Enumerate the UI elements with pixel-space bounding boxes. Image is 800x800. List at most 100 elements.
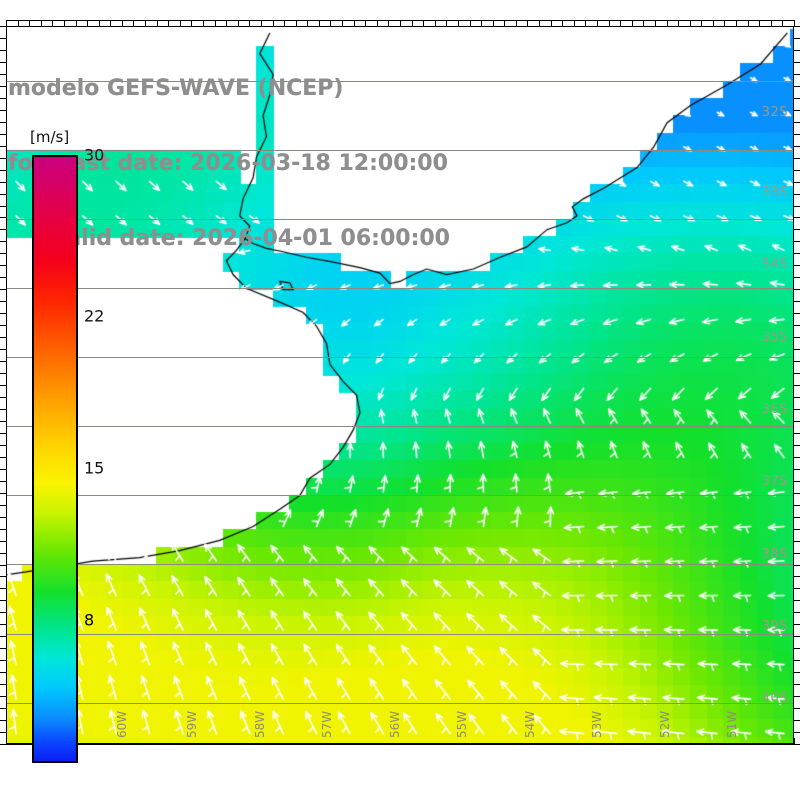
title-model-line: modelo GEFS-WAVE (NCEP): [8, 76, 344, 101]
axis-tick: [793, 253, 800, 255]
axis-tick: [793, 648, 800, 650]
axis-tick: [793, 361, 800, 363]
axis-tick: [793, 684, 800, 686]
longitude-label: 59W: [185, 710, 199, 738]
longitude-label: 60W: [115, 710, 129, 738]
axis-tick: [226, 20, 228, 27]
axis-tick: [156, 20, 158, 27]
axis-tick: [0, 349, 7, 351]
axis-tick: [0, 696, 7, 698]
axis-tick: [550, 20, 552, 27]
axis-tick: [0, 26, 7, 27]
axis-tick: [631, 20, 633, 27]
axis-tick: [793, 696, 800, 698]
latitude-label: 32S: [761, 105, 788, 120]
axis-tick: [75, 20, 77, 27]
axis-tick: [0, 385, 7, 386]
axis-tick: [0, 516, 7, 518]
longitude-label: 52W: [658, 710, 672, 738]
axis-tick: [793, 732, 800, 734]
axis-tick: [0, 109, 7, 111]
axis-tick: [608, 20, 610, 27]
axis-tick: [0, 492, 7, 494]
axis-tick: [793, 432, 800, 434]
axis-tick: [793, 241, 800, 243]
axis-tick: [793, 396, 800, 398]
axis-tick: [793, 636, 800, 638]
axis-tick: [0, 456, 7, 458]
axis-tick: [712, 20, 714, 27]
graticule-parallel: [6, 426, 794, 427]
axis-tick: [793, 373, 800, 375]
axis-tick: [52, 20, 54, 27]
axis-tick: [585, 20, 587, 27]
graticule-parallel: [6, 219, 794, 220]
axis-tick: [0, 277, 7, 279]
axis-tick: [527, 20, 529, 27]
title-valid-date-line: valid date: 2026-04-01 06:00:00: [52, 226, 450, 251]
axis-tick: [29, 20, 31, 27]
axis-tick: [0, 624, 7, 626]
axis-tick: [0, 576, 7, 578]
latitude-label: 39S: [761, 619, 788, 634]
axis-tick: [793, 672, 800, 674]
latitude-label: 35S: [761, 330, 788, 345]
axis-tick: [284, 20, 286, 27]
axis-tick: [446, 20, 448, 27]
axis-tick: [666, 20, 668, 27]
axis-tick: [0, 97, 7, 99]
latitude-label: 38S: [761, 547, 788, 562]
axis-tick: [539, 20, 541, 27]
axis-tick: [0, 636, 7, 638]
axis-tick: [793, 277, 800, 279]
axis-tick: [272, 20, 274, 27]
longitude-label: 58W: [253, 710, 267, 738]
axis-tick: [793, 37, 800, 39]
axis-tick: [0, 313, 7, 315]
axis-tick: [0, 468, 7, 470]
axis-tick: [793, 516, 800, 518]
graticule-parallel: [6, 564, 794, 565]
axis-tick: [145, 20, 147, 27]
axis-tick: [678, 20, 680, 27]
axis-tick: [0, 420, 7, 422]
axis-tick: [597, 20, 598, 27]
axis-tick: [133, 20, 135, 27]
axis-tick: [724, 20, 726, 27]
axis-tick: [0, 540, 7, 542]
longitude-label: 56W: [388, 710, 402, 738]
axis-tick: [793, 444, 800, 446]
colorbar-unit-label: [m/s]: [30, 128, 70, 146]
axis-tick: [457, 20, 459, 27]
axis-tick: [793, 708, 800, 710]
axis-tick: [0, 648, 7, 650]
axis-tick: [747, 20, 749, 27]
axis-tick: [121, 20, 123, 27]
axis-tick: [481, 20, 483, 27]
axis-tick: [411, 20, 413, 27]
axis-tick: [794, 20, 795, 27]
axis-tick: [469, 20, 471, 27]
axis-tick: [736, 20, 738, 27]
axis-tick: [782, 20, 784, 27]
axis-tick: [0, 61, 7, 63]
axis-tick: [793, 85, 800, 87]
axis-tick: [0, 325, 7, 327]
axis-tick: [0, 361, 7, 363]
axis-tick: [0, 432, 7, 434]
axis-tick: [0, 73, 7, 75]
axis-tick: [0, 157, 7, 159]
axis-tick: [794, 738, 795, 745]
axis-tick: [793, 265, 800, 267]
axis-tick: [562, 20, 564, 27]
axis-tick: [110, 20, 112, 27]
axis-tick: [295, 20, 297, 27]
axis-tick: [793, 420, 800, 422]
axis-tick: [179, 20, 181, 27]
graticule-parallel: [6, 703, 794, 704]
axis-tick: [492, 20, 494, 27]
axis-tick: [0, 408, 7, 410]
axis-tick: [793, 181, 800, 183]
axis-tick: [40, 20, 42, 27]
